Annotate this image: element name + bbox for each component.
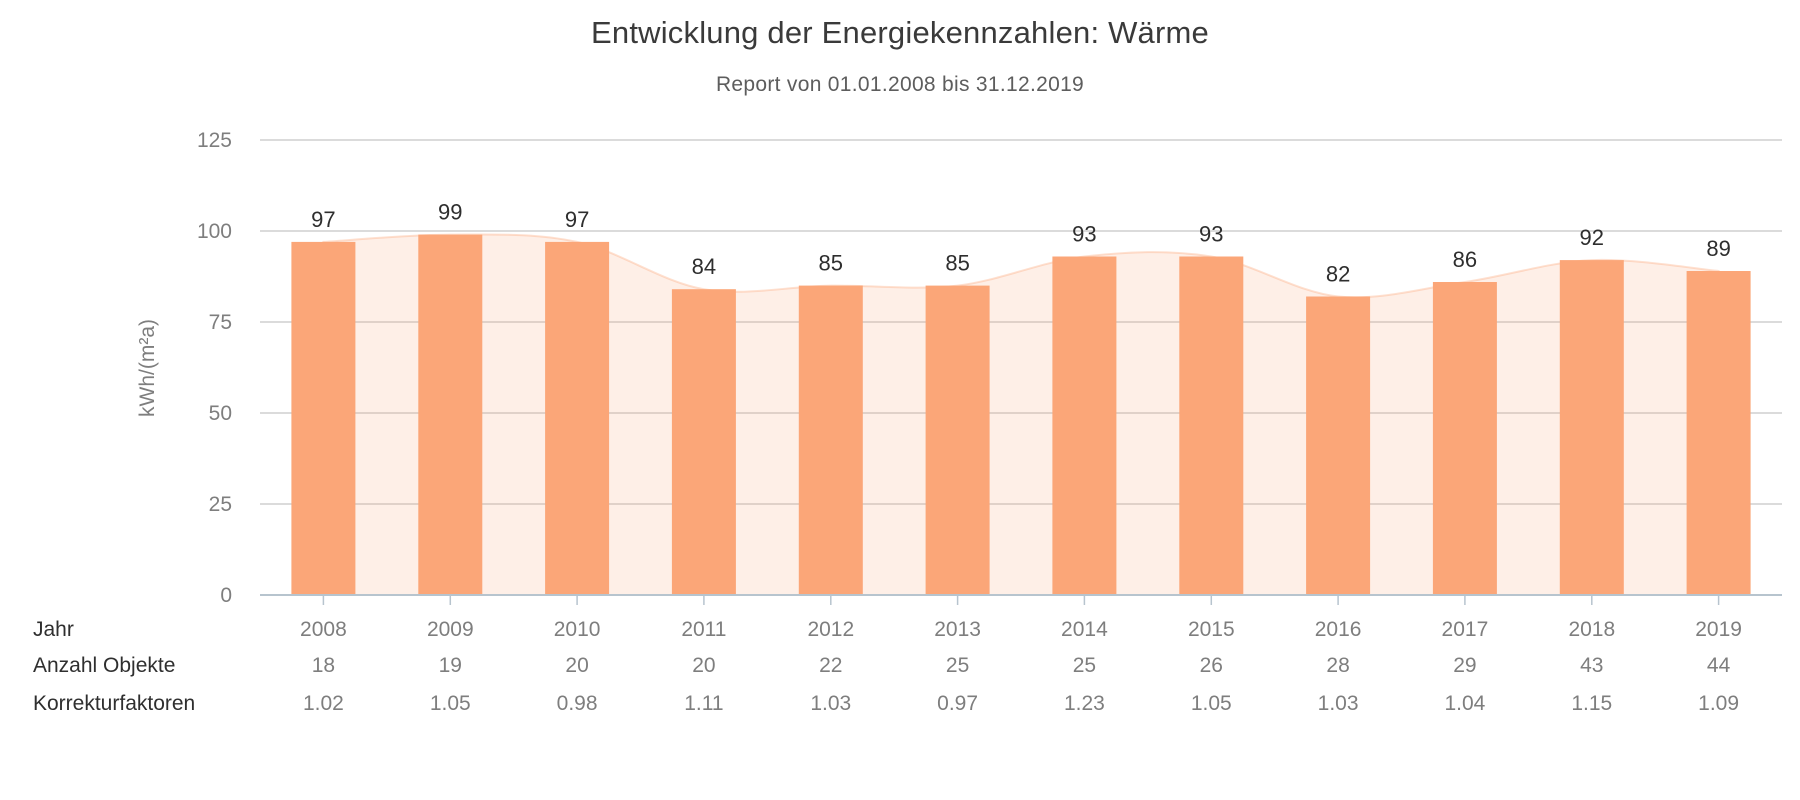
y-tick-label-25: 25 <box>209 493 232 516</box>
x-axis-label-2016: 2016 <box>1315 618 1362 641</box>
x-axis-label-2013: 2013 <box>934 618 981 641</box>
table-cell-anzahl-objekte-2018: 43 <box>1580 654 1603 677</box>
bar-value-label-2017: 86 <box>1453 247 1477 272</box>
table-cell-anzahl-objekte-2019: 44 <box>1707 654 1731 677</box>
bar-value-label-2012: 85 <box>819 251 843 276</box>
table-cell-korrekturfaktoren-2016: 1.03 <box>1318 692 1359 715</box>
table-row-label-anzahl-objekte: Anzahl Objekte <box>33 654 175 677</box>
chart-subtitle: Report von 01.01.2008 bis 31.12.2019 <box>715 73 1085 96</box>
table-cell-korrekturfaktoren-2010: 0.98 <box>557 692 598 715</box>
x-axis-label-2011: 2011 <box>681 618 726 641</box>
bar-2016[interactable] <box>1306 296 1371 596</box>
bar-value-label-2014: 93 <box>1072 222 1096 247</box>
y-tick-label-100: 100 <box>197 220 232 243</box>
table-cell-korrekturfaktoren-2017: 1.04 <box>1444 692 1485 715</box>
table-cell-anzahl-objekte-2015: 26 <box>1200 654 1223 677</box>
x-axis-label-2009: 2009 <box>427 618 474 641</box>
y-tick-label-75: 75 <box>209 311 232 334</box>
bar-2013[interactable] <box>925 285 990 595</box>
table-cell-korrekturfaktoren-2008: 1.02 <box>303 692 344 715</box>
bar-value-label-2018: 92 <box>1580 225 1604 250</box>
trend-area <box>322 233 1720 596</box>
table-cell-anzahl-objekte-2013: 25 <box>946 654 969 677</box>
bar-2010[interactable] <box>545 241 610 595</box>
bar-2009[interactable] <box>418 234 483 595</box>
bar-value-label-2010: 97 <box>565 207 589 232</box>
table-cell-korrekturfaktoren-2015: 1.05 <box>1191 692 1232 715</box>
bar-value-label-2008: 97 <box>311 207 335 232</box>
x-axis-label-2012: 2012 <box>807 618 854 641</box>
table-cell-anzahl-objekte-2012: 22 <box>819 654 842 677</box>
x-axis-label-2010: 2010 <box>554 618 601 641</box>
bar-2019[interactable] <box>1686 271 1751 595</box>
table-cell-korrekturfaktoren-2009: 1.05 <box>430 692 471 715</box>
table-cell-anzahl-objekte-2014: 25 <box>1073 654 1096 677</box>
table-cell-anzahl-objekte-2011: 20 <box>692 654 715 677</box>
table-cell-korrekturfaktoren-2013: 0.97 <box>937 692 978 715</box>
y-tick-label-125: 125 <box>197 129 232 152</box>
bar-value-label-2009: 99 <box>438 200 462 225</box>
bar-value-label-2011: 84 <box>692 254 716 279</box>
y-axis-title: kWh/(m²a) <box>136 319 159 417</box>
table-cell-korrekturfaktoren-2011: 1.11 <box>684 692 723 715</box>
bar-value-label-2019: 89 <box>1706 236 1730 261</box>
table-cell-anzahl-objekte-2008: 18 <box>312 654 335 677</box>
table-row-label-jahr: Jahr <box>33 618 74 641</box>
bar-value-label-2015: 93 <box>1199 222 1223 247</box>
table-cell-anzahl-objekte-2017: 29 <box>1453 654 1476 677</box>
y-tick-label-50: 50 <box>209 402 232 425</box>
x-axis-label-2018: 2018 <box>1568 618 1615 641</box>
table-cell-korrekturfaktoren-2012: 1.03 <box>810 692 851 715</box>
table-cell-anzahl-objekte-2016: 28 <box>1326 654 1349 677</box>
table-cell-anzahl-objekte-2009: 19 <box>439 654 462 677</box>
bar-2018[interactable] <box>1559 260 1624 595</box>
bar-2011[interactable] <box>671 289 736 595</box>
x-axis-label-2019: 2019 <box>1695 618 1742 641</box>
y-tick-label-0: 0 <box>220 584 232 607</box>
bar-2012[interactable] <box>798 285 863 595</box>
x-axis-label-2008: 2008 <box>300 618 347 641</box>
bar-value-label-2013: 85 <box>945 251 969 276</box>
bar-2015[interactable] <box>1179 256 1244 596</box>
table-cell-korrekturfaktoren-2019: 1.09 <box>1698 692 1739 715</box>
table-cell-anzahl-objekte-2010: 20 <box>565 654 588 677</box>
bar-2017[interactable] <box>1432 282 1497 595</box>
table-cell-korrekturfaktoren-2014: 1.23 <box>1064 692 1105 715</box>
x-axis-label-2017: 2017 <box>1442 618 1489 641</box>
bar-2014[interactable] <box>1052 256 1117 596</box>
table-row-label-korrekturfaktoren: Korrekturfaktoren <box>33 692 195 715</box>
bar-value-label-2016: 82 <box>1326 262 1350 287</box>
chart-title: Entwicklung der Energiekennzahlen: Wärme <box>591 15 1209 50</box>
x-axis-label-2015: 2015 <box>1188 618 1235 641</box>
bar-2008[interactable] <box>291 241 356 595</box>
x-axis-label-2014: 2014 <box>1061 618 1108 641</box>
table-cell-korrekturfaktoren-2018: 1.15 <box>1571 692 1612 715</box>
